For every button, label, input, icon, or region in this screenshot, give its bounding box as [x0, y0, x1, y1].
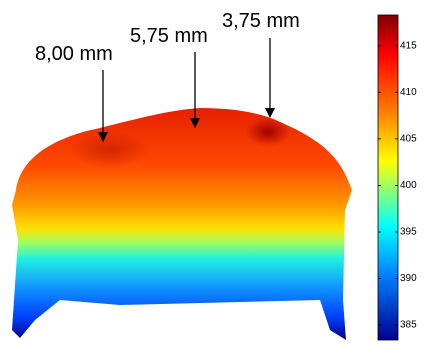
colorbar-tick-label: 390 — [400, 273, 417, 284]
annotations — [102, 38, 271, 140]
surface — [12, 108, 352, 340]
arrow-head — [98, 132, 108, 142]
colorbar — [377, 14, 399, 341]
hot-spot — [246, 118, 290, 146]
colorbar-tick-label: 395 — [400, 227, 417, 238]
colorbar-tick-label: 415 — [400, 40, 417, 51]
colorbar-tick-label: 385 — [400, 320, 417, 331]
colorbar-tick-label: 410 — [400, 87, 417, 98]
hot-spot — [70, 132, 150, 168]
arrow-head — [265, 108, 275, 118]
colorbar-tick-label: 400 — [400, 180, 417, 191]
annotation: 8,00 mm — [35, 43, 113, 65]
arrow-head — [190, 118, 200, 128]
annotation: 3,75 mm — [222, 10, 300, 32]
colorbar-tick-label: 405 — [400, 133, 417, 144]
annotation: 5,75 mm — [130, 25, 208, 47]
